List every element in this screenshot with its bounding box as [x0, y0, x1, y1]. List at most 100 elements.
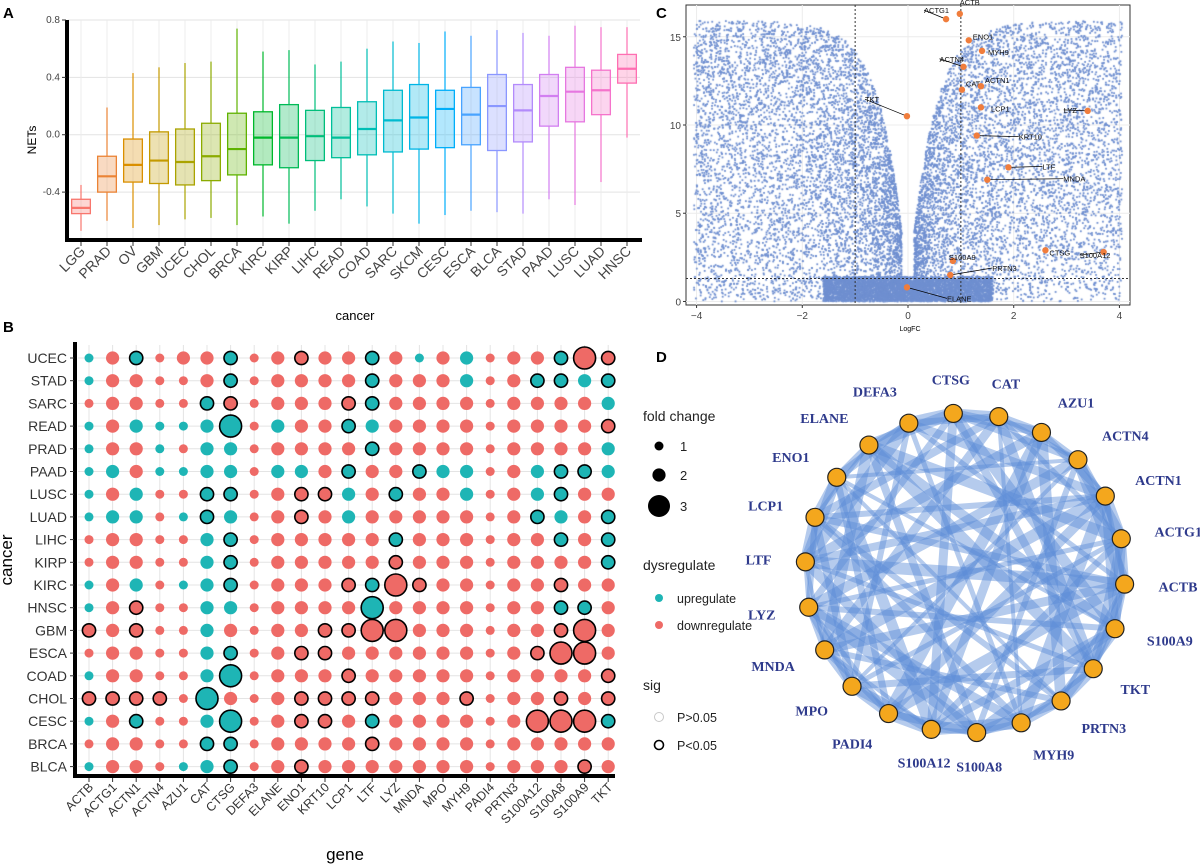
dot-hnsc-ltf — [360, 595, 385, 620]
dot-prad-s100a12 — [530, 442, 545, 456]
box-kirc — [252, 51, 274, 217]
c-gene-s100a12: S100A12 — [1079, 248, 1110, 260]
dot-cesc-actb — [84, 716, 94, 726]
dot-chol-lcp1 — [341, 691, 356, 706]
dot-kirc-actg1 — [106, 578, 120, 592]
c-point-lcp1 — [977, 104, 985, 111]
b-ytick-label-stad: STAD — [31, 373, 67, 389]
node-label-elane: ELANE — [800, 412, 848, 427]
dot-chol-s100a9 — [578, 691, 592, 706]
dot-luad-lyz — [389, 510, 403, 524]
box-body — [512, 83, 534, 143]
dot-read-s100a8 — [554, 419, 568, 433]
node-label-eno1: ENO1 — [772, 451, 809, 466]
dot-lusc-tkt — [601, 487, 615, 501]
dot-coad-ltf — [365, 669, 379, 683]
dot-blca-actg1 — [106, 760, 120, 774]
dot-sarc-tkt — [601, 396, 615, 410]
edge-tkt-cat — [993, 411, 1099, 674]
node-label-prtn3: PRTN3 — [1082, 722, 1127, 737]
legend-fold-change-dot-1 — [654, 441, 664, 451]
edge-s100a12-actg1 — [927, 535, 1125, 733]
edge-s100a12-eno1 — [831, 471, 937, 735]
node-label-s100a8: S100A8 — [956, 760, 1002, 775]
c-point-myh9 — [978, 47, 986, 55]
c-label-mnda: MNDA — [1063, 175, 1085, 184]
dot-sarc-azu1 — [178, 398, 188, 408]
b-ytick-label-brca: BRCA — [28, 736, 68, 752]
dot-stad-actn1 — [129, 374, 143, 388]
c-gene-actg1: ACTG1 — [923, 6, 950, 23]
dot-hnsc-lcp1 — [342, 601, 356, 615]
dot-kirp-defa3 — [249, 557, 259, 567]
dot-cesc-padi4 — [485, 716, 495, 726]
dot-hnsc-cat — [200, 601, 214, 615]
dot-read-s100a12 — [530, 419, 545, 433]
b-ytick-label-paad: PAAD — [30, 464, 67, 480]
dot-sarc-s100a8 — [554, 396, 568, 410]
dot-paad-actn4 — [155, 467, 165, 476]
dot-lusc-ctsg — [223, 486, 238, 502]
b-xtick-label-ltf: LTF — [354, 780, 379, 805]
dot-kirc-s100a8 — [553, 577, 569, 593]
c-point-mnda — [984, 176, 991, 183]
dot-lusc-actn1 — [129, 487, 143, 501]
c-leader-mnda — [987, 178, 1064, 181]
dot-esca-tkt — [601, 646, 615, 660]
dot-lihc-mpo — [436, 533, 450, 547]
dot-kirp-cat — [200, 555, 214, 569]
c-point-cloud — [686, 5, 1130, 305]
box-sarc — [382, 41, 404, 214]
dot-brca-defa3 — [249, 739, 259, 749]
node-ctsg — [943, 403, 963, 424]
c-label-s100a9: S100A9 — [949, 253, 976, 262]
c-point-eno1 — [965, 37, 972, 44]
dot-hnsc-actn1 — [128, 600, 144, 616]
dot-prad-lyz — [389, 442, 403, 456]
a-ytick-label: -0.4 — [43, 187, 61, 198]
dot-stad-prtn3 — [507, 374, 521, 388]
panel-c-xlabel: LogFC — [899, 326, 920, 333]
dot-sarc-ltf — [364, 395, 380, 411]
dot-luad-myh9 — [460, 510, 474, 524]
dot-brca-actg1 — [106, 737, 120, 751]
node-lcp1 — [805, 507, 825, 527]
edge-ltf-defa3 — [799, 417, 915, 568]
dot-gbm-tkt — [601, 623, 615, 638]
dot-lihc-eno1 — [294, 533, 308, 547]
legend-fold-change-dot-2 — [652, 468, 666, 482]
dot-luad-actg1 — [106, 510, 120, 524]
dot-stad-s100a9 — [578, 374, 592, 388]
panel-b-legend: fold change 1 2 3 dysregulate upregulate downr… — [643, 408, 752, 753]
b-ytick-label-chol: CHOL — [28, 691, 67, 707]
dot-luad-defa3 — [249, 512, 259, 522]
c-label-myh9: MYH9 — [988, 48, 1009, 57]
node-mpo — [842, 676, 862, 696]
dot-sarc-krt10 — [318, 396, 332, 410]
c-point-krt10 — [973, 132, 980, 139]
node-azu1 — [1031, 422, 1052, 443]
dot-prad-myh9 — [460, 442, 474, 456]
box-kirp — [278, 50, 300, 224]
edge-prtn3-eno1 — [834, 475, 1064, 703]
dot-gbm-cat — [200, 623, 214, 638]
dot-read-eno1 — [294, 419, 308, 433]
dot-prad-tkt — [601, 442, 615, 456]
c-label-ltf: LTF — [1042, 162, 1055, 171]
dot-coad-padi4 — [485, 671, 495, 681]
dot-esca-actg1 — [106, 646, 120, 660]
dot-read-lyz — [389, 419, 403, 433]
node-padi4 — [878, 703, 899, 724]
dot-coad-lyz — [389, 669, 403, 683]
dot-prad-mnda — [412, 442, 426, 456]
dot-esca-azu1 — [178, 648, 188, 658]
dot-chol-azu1 — [178, 694, 188, 703]
edge-s100a9-s100a8 — [971, 623, 1121, 738]
edge-ctsg-actn4 — [949, 409, 1082, 464]
dot-cesc-prtn3 — [507, 714, 521, 728]
dot-chol-eno1 — [293, 691, 309, 706]
edge-elane-actg1 — [863, 439, 1127, 545]
c-point-cat — [958, 86, 966, 93]
dot-hnsc-lyz — [389, 601, 403, 615]
